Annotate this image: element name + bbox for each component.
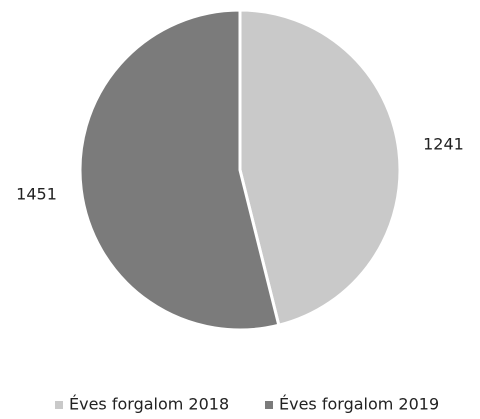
legend-swatch: [55, 401, 63, 409]
data-label: 1241: [423, 134, 464, 153]
legend-swatch: [265, 401, 273, 409]
pie-slice: [78, 8, 281, 332]
data-label: 1451: [16, 185, 57, 204]
legend-label: Éves forgalom 2019: [279, 395, 439, 414]
pie-slice: [238, 8, 402, 328]
legend-label: Éves forgalom 2018: [69, 395, 229, 414]
